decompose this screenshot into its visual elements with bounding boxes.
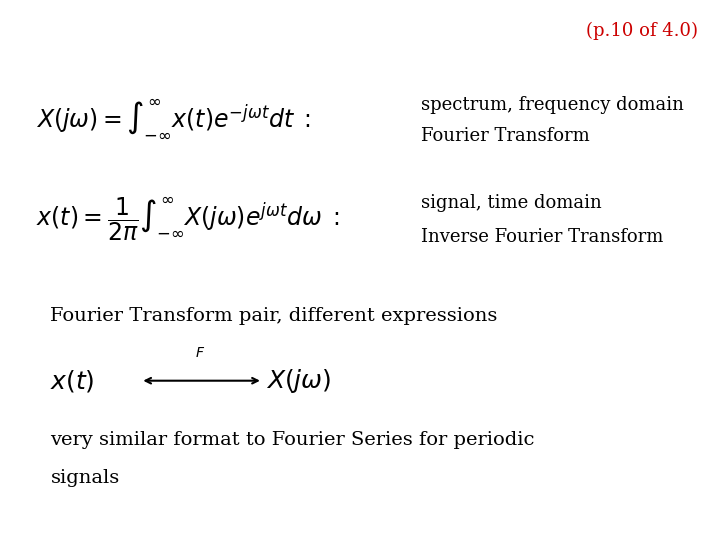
Text: (p.10 of 4.0): (p.10 of 4.0) (586, 22, 698, 40)
Text: signals: signals (50, 469, 120, 487)
Text: $X(j\omega)$: $X(j\omega)$ (266, 367, 332, 395)
Text: Fourier Transform: Fourier Transform (421, 127, 590, 145)
Text: very similar format to Fourier Series for periodic: very similar format to Fourier Series fo… (50, 431, 535, 449)
Text: $x(t)$: $x(t)$ (50, 368, 95, 394)
Text: Fourier Transform pair, different expressions: Fourier Transform pair, different expres… (50, 307, 498, 325)
Text: $F$: $F$ (195, 346, 205, 360)
Text: $x(t)=\dfrac{1}{2\pi}\int_{-\infty}^{\infty}X(j\omega)e^{j\omega t}d\omega\;:$: $x(t)=\dfrac{1}{2\pi}\int_{-\infty}^{\in… (36, 195, 339, 242)
Text: spectrum, frequency domain: spectrum, frequency domain (421, 96, 684, 114)
Text: signal, time domain: signal, time domain (421, 193, 602, 212)
Text: Inverse Fourier Transform: Inverse Fourier Transform (421, 227, 664, 246)
Text: $X(j\omega)=\int_{-\infty}^{\infty}x(t)e^{-j\omega t}dt\;:$: $X(j\omega)=\int_{-\infty}^{\infty}x(t)e… (36, 98, 311, 140)
